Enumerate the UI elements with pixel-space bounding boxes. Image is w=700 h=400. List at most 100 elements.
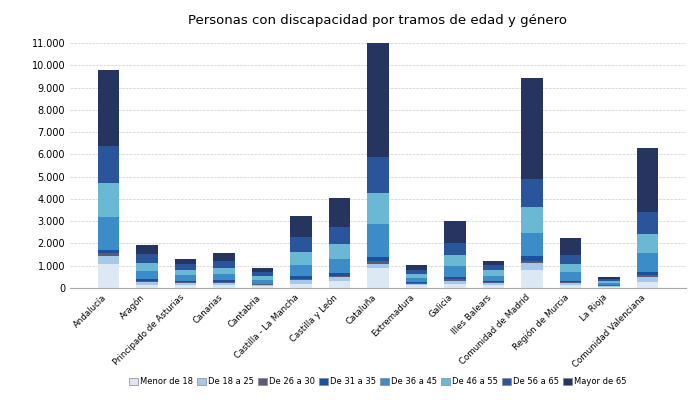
Bar [637, 277, 658, 282]
Bar [136, 285, 158, 288]
Bar [175, 285, 196, 288]
Bar [522, 270, 542, 288]
Bar [252, 286, 273, 288]
Bar [214, 254, 235, 261]
Bar [98, 183, 119, 217]
Bar [368, 192, 388, 224]
Bar [637, 272, 658, 275]
Bar [406, 274, 427, 278]
Title: Personas con discapacidad por tramos de edad y género: Personas con discapacidad por tramos de … [188, 14, 568, 27]
Bar [560, 282, 581, 283]
Bar [406, 284, 427, 285]
Bar [560, 255, 581, 264]
Bar [214, 268, 235, 274]
Bar [214, 285, 235, 288]
Bar [483, 281, 504, 282]
Bar [406, 282, 427, 283]
Bar [598, 285, 620, 286]
Bar [406, 278, 427, 282]
Bar [444, 281, 466, 284]
Bar [598, 279, 620, 281]
Bar [637, 254, 658, 272]
Bar [560, 283, 581, 285]
Bar [444, 243, 466, 255]
Bar [444, 279, 466, 281]
Bar [329, 227, 350, 244]
Bar [290, 276, 312, 279]
Bar [444, 255, 466, 266]
Bar [98, 250, 119, 254]
Bar [406, 283, 427, 284]
Bar [406, 265, 427, 270]
Bar [444, 284, 466, 288]
Bar [175, 283, 196, 285]
Bar [368, 264, 388, 268]
Bar [98, 70, 119, 146]
Bar [483, 270, 504, 276]
Bar [637, 212, 658, 234]
Bar [329, 244, 350, 259]
Bar [522, 78, 542, 179]
Bar [483, 276, 504, 281]
Bar [252, 272, 273, 276]
Bar [522, 233, 542, 256]
Bar [329, 277, 350, 281]
Bar [483, 283, 504, 285]
Bar [637, 275, 658, 277]
Bar [214, 280, 235, 282]
Bar [214, 282, 235, 283]
Bar [290, 238, 312, 252]
Bar [329, 276, 350, 277]
Bar [136, 254, 158, 263]
Bar [98, 256, 119, 264]
Bar [175, 264, 196, 270]
Bar [483, 285, 504, 288]
Bar [98, 264, 119, 288]
Bar [214, 274, 235, 280]
Bar [598, 283, 620, 285]
Bar [560, 264, 581, 272]
Bar [290, 252, 312, 265]
Bar [175, 282, 196, 283]
Bar [175, 270, 196, 275]
Bar [290, 265, 312, 276]
Bar [136, 282, 158, 285]
Bar [98, 217, 119, 250]
Bar [214, 283, 235, 285]
Bar [175, 281, 196, 282]
Bar [136, 271, 158, 279]
Bar [598, 286, 620, 287]
Bar [406, 285, 427, 288]
Bar [175, 275, 196, 281]
Bar [329, 259, 350, 273]
Bar [560, 285, 581, 288]
Bar [444, 266, 466, 277]
Bar [560, 272, 581, 281]
Bar [522, 261, 542, 263]
Bar [290, 280, 312, 284]
Bar [598, 277, 620, 279]
Bar [136, 281, 158, 282]
Bar [368, 268, 388, 288]
Bar [406, 270, 427, 274]
Bar [522, 256, 542, 261]
Bar [252, 284, 273, 285]
Bar [444, 221, 466, 243]
Bar [483, 265, 504, 270]
Bar [368, 224, 388, 257]
Bar [290, 279, 312, 280]
Bar [252, 276, 273, 280]
Bar [252, 280, 273, 284]
Bar [522, 263, 542, 270]
Bar [483, 261, 504, 265]
Bar [252, 268, 273, 272]
Bar [329, 281, 350, 288]
Bar [290, 216, 312, 238]
Bar [522, 207, 542, 233]
Bar [329, 198, 350, 227]
Bar [598, 281, 620, 283]
Bar [98, 254, 119, 256]
Bar [368, 257, 388, 261]
Bar [98, 146, 119, 183]
Bar [136, 263, 158, 271]
